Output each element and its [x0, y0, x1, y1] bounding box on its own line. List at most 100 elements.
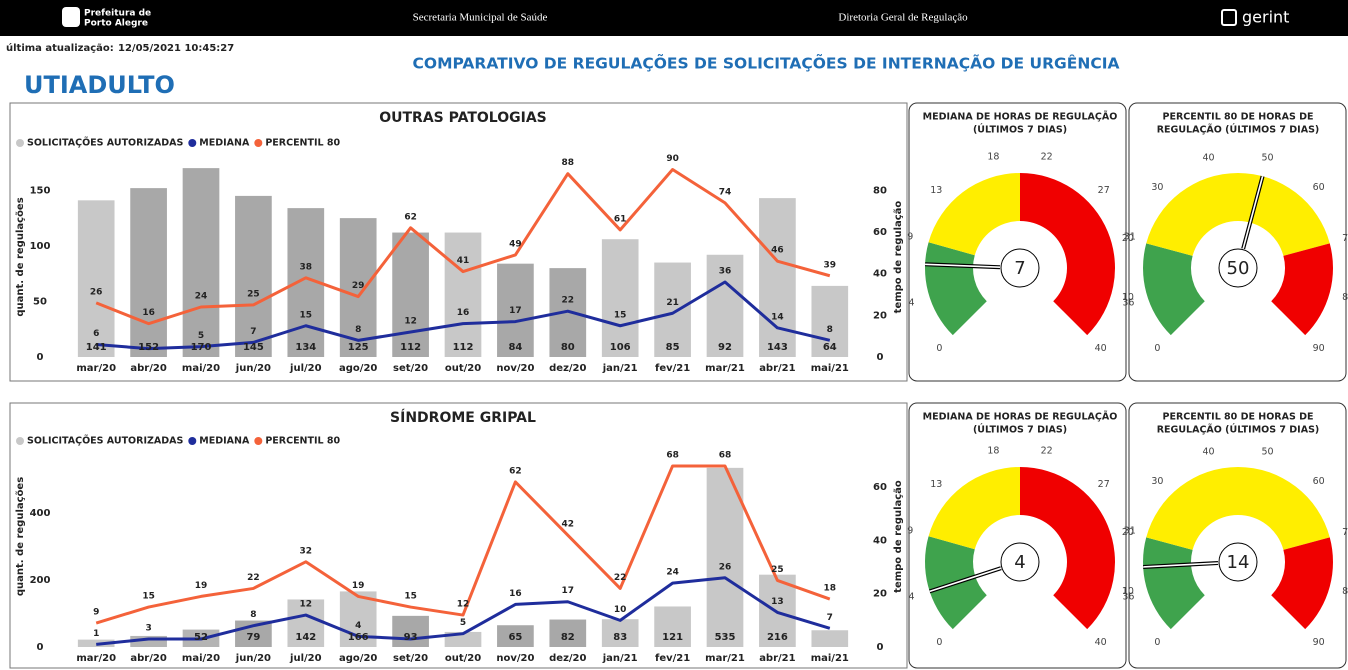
panel: [908, 402, 1127, 669]
legend-label: SOLICITAÇÕES AUTORIZADAS: [27, 435, 183, 447]
gauge-title: REGULAÇÃO (ÚLTIMOS 7 DIAS): [1157, 424, 1320, 436]
data-label: 12: [457, 600, 470, 610]
gauge-tick-label: 40: [1095, 343, 1107, 354]
gauge-tick-label: 60: [1313, 476, 1325, 487]
x-tick-label: mar/21: [705, 363, 745, 374]
legend-marker: [188, 437, 197, 445]
data-label: 6: [93, 329, 99, 339]
bar: [759, 198, 796, 357]
data-label: 15: [300, 310, 313, 320]
bar: [287, 599, 325, 647]
y2-tick-label: 20: [873, 589, 887, 600]
y2-tick-label: 0: [877, 642, 884, 653]
data-label: 17: [562, 586, 575, 596]
legend-label: MEDIANA: [199, 436, 250, 447]
gauge-tick-label: 90: [1313, 343, 1325, 354]
x-tick-label: jul/20: [289, 363, 322, 374]
bar: [392, 232, 429, 357]
data-label: 5: [460, 618, 466, 628]
gauge-tick: [1111, 536, 1113, 537]
y-tick-label: 400: [30, 508, 51, 519]
legend-label: PERCENTIL 80: [265, 138, 340, 149]
data-label: 22: [614, 573, 627, 583]
data-label: 18: [824, 584, 837, 594]
gauge-tick: [1305, 199, 1306, 200]
data-label: 8: [250, 610, 256, 620]
line-series: [95, 464, 831, 625]
gauge-tick-label: 0: [936, 343, 942, 354]
bar: [811, 285, 849, 357]
x-tick-label: dez/20: [549, 363, 586, 374]
data-label: 166: [348, 632, 369, 643]
gauge-tick: [1263, 468, 1264, 470]
bar: [339, 218, 377, 357]
bar: [706, 254, 744, 357]
data-label: 74: [719, 187, 732, 197]
gauge-tick: [928, 297, 930, 298]
x-tick-label: abr/20: [130, 653, 166, 664]
gauge-band: [1146, 467, 1330, 550]
bar: [497, 625, 534, 647]
line-series: [96, 280, 831, 351]
data-label: 16: [142, 308, 155, 318]
gauge-tick: [1213, 174, 1214, 176]
data-label: 9: [93, 608, 99, 618]
update-value: 12/05/2021 10:45:27: [118, 43, 234, 54]
data-label: 93: [404, 632, 418, 643]
data-label: 90: [666, 154, 679, 164]
x-tick-label: mai/21: [811, 363, 849, 374]
data-label: 62: [404, 212, 417, 222]
data-label: 535: [715, 632, 736, 643]
x-tick-label: fev/21: [655, 653, 690, 664]
x-tick-label: abr/21: [759, 363, 795, 374]
x-tick-label: fev/21: [655, 363, 690, 374]
gauge-title: MEDIANA DE HORAS DE REGULAÇÃO: [923, 112, 1118, 123]
data-label: 38: [300, 262, 313, 272]
x-tick-label: ago/20: [339, 363, 377, 374]
gauge-band: [928, 467, 1020, 550]
y-tick-label: 150: [30, 185, 51, 196]
gauge-tick: [1144, 293, 1146, 294]
data-label: 12: [404, 317, 417, 327]
data-label: 21: [666, 298, 679, 308]
gauge-hub: [1218, 542, 1258, 582]
gauge-tick: [928, 591, 930, 592]
data-label: 22: [247, 573, 260, 583]
gauge-band: [1271, 537, 1333, 630]
gauge-tick: [1330, 587, 1332, 588]
bar: [444, 232, 482, 357]
gauge-value: 14: [1227, 552, 1250, 573]
gauge-value: 50: [1227, 258, 1250, 279]
gauge-needle-inner: [1242, 176, 1264, 249]
bar: [549, 619, 587, 647]
gauge-tick: [1169, 335, 1170, 336]
y-axis-title: quant. de regulações: [15, 477, 26, 596]
page-title: UTIADULTO: [24, 71, 175, 99]
gauge-band: [1020, 173, 1116, 336]
gauge-tick: [949, 202, 950, 203]
gauge-hub: [1000, 248, 1040, 288]
gauge-tick-label: 4: [909, 592, 915, 603]
gauge-band: [1143, 243, 1205, 336]
legend-label: PERCENTIL 80: [265, 436, 340, 447]
data-label: 141: [86, 342, 107, 353]
gauge-tick-label: 18: [987, 152, 999, 163]
bar: [77, 200, 115, 357]
x-tick-label: out/20: [445, 363, 481, 374]
data-label: 106: [610, 342, 631, 353]
data-label: 13: [771, 597, 784, 607]
data-label: 32: [300, 546, 313, 556]
gauge-tick-label: 20: [1122, 233, 1134, 244]
x-tick-label: mai/20: [182, 653, 220, 664]
x-tick-label: set/20: [393, 363, 428, 374]
gauge-tick-label: 31: [1124, 232, 1136, 243]
gauge-tick-label: 40: [1202, 152, 1214, 163]
data-label: 19: [195, 581, 208, 591]
x-tick-label: mai/21: [811, 653, 849, 664]
y-axis-title: quant. de regulações: [15, 197, 26, 316]
data-label: 88: [562, 158, 575, 168]
data-label: 25: [771, 565, 784, 575]
bar: [235, 195, 272, 357]
legend-label: SOLICITAÇÕES AUTORIZADAS: [27, 137, 183, 149]
data-label: 29: [352, 281, 365, 291]
